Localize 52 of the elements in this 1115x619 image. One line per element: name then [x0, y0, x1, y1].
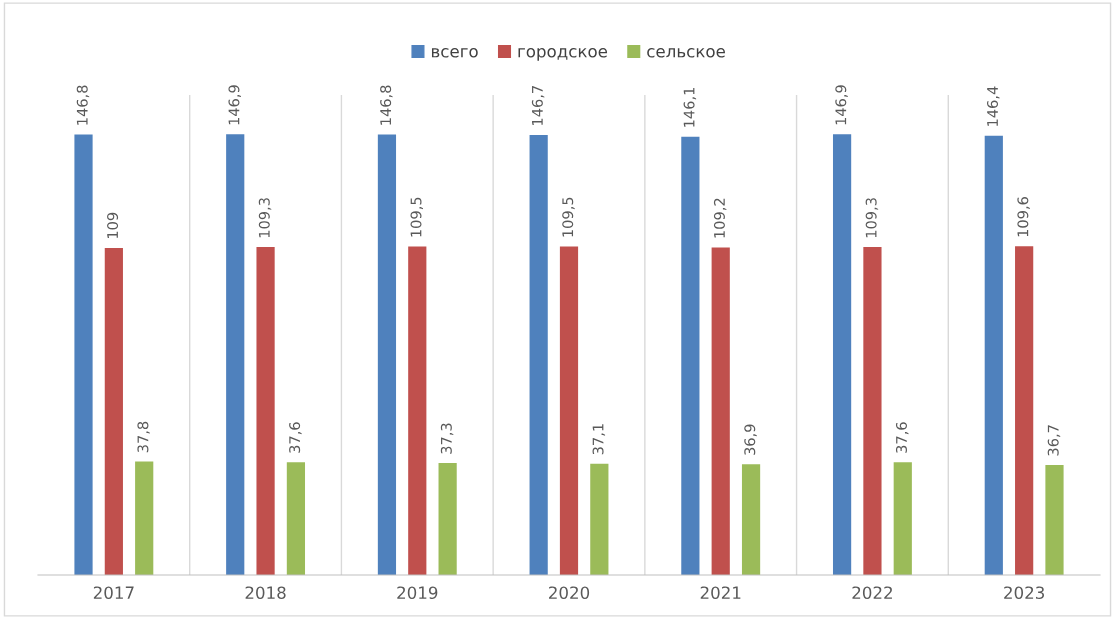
data-label: 109: [107, 212, 119, 239]
bar: [74, 134, 93, 575]
data-label: 36,9: [744, 424, 757, 455]
bar: [893, 462, 912, 575]
data-label: 146,8: [380, 85, 393, 125]
legend-label: сельское: [647, 48, 725, 58]
x-tick-label: 2020: [549, 586, 590, 600]
data-label: 36,7: [1047, 425, 1061, 456]
bar: [104, 248, 123, 575]
bar: [984, 135, 1003, 575]
x-tick-label: 2022: [852, 586, 892, 600]
bar: [832, 134, 852, 575]
data-label: 109,5: [410, 197, 424, 237]
data-label: 146,9: [228, 85, 241, 125]
data-label: 37,1: [592, 424, 606, 455]
bar: [741, 464, 761, 575]
data-label: 146,4: [987, 86, 1000, 126]
data-label: 146,1: [683, 87, 697, 127]
bar: [438, 463, 457, 575]
bar: [377, 134, 397, 575]
bar: [711, 247, 730, 575]
data-label: 37,6: [895, 422, 909, 453]
bar: [1015, 246, 1034, 575]
data-label: 109,5: [562, 197, 575, 237]
bar: [286, 462, 306, 575]
bar: [863, 247, 882, 575]
data-label: 146,9: [835, 85, 848, 125]
x-tick-label: 2023: [1004, 586, 1045, 600]
legend-label: городское: [518, 48, 608, 61]
bar: [226, 134, 245, 575]
bar: [408, 246, 427, 575]
x-tick-label: 2021: [700, 586, 741, 600]
bar: [1045, 464, 1064, 575]
x-tick-label: 2017: [93, 586, 134, 600]
data-label: 109,3: [865, 198, 879, 238]
data-label: 109,2: [713, 198, 727, 238]
x-tick-label: 2018: [245, 586, 286, 600]
bar: [256, 247, 275, 575]
data-label: 109,3: [258, 198, 272, 238]
bar: [529, 134, 548, 575]
bar: [135, 461, 154, 575]
data-label: 146,7: [531, 86, 545, 125]
bar: [681, 136, 700, 575]
bar: [559, 246, 579, 575]
legend-label: всего: [431, 48, 478, 58]
data-label: 146,8: [76, 85, 90, 125]
data-label: 109,6: [1017, 197, 1030, 237]
data-label: 37,3: [440, 423, 454, 454]
bar: [590, 463, 609, 575]
data-label: 37,6: [289, 422, 302, 453]
data-label: 37,8: [137, 421, 150, 453]
x-tick-label: 2019: [397, 586, 438, 600]
